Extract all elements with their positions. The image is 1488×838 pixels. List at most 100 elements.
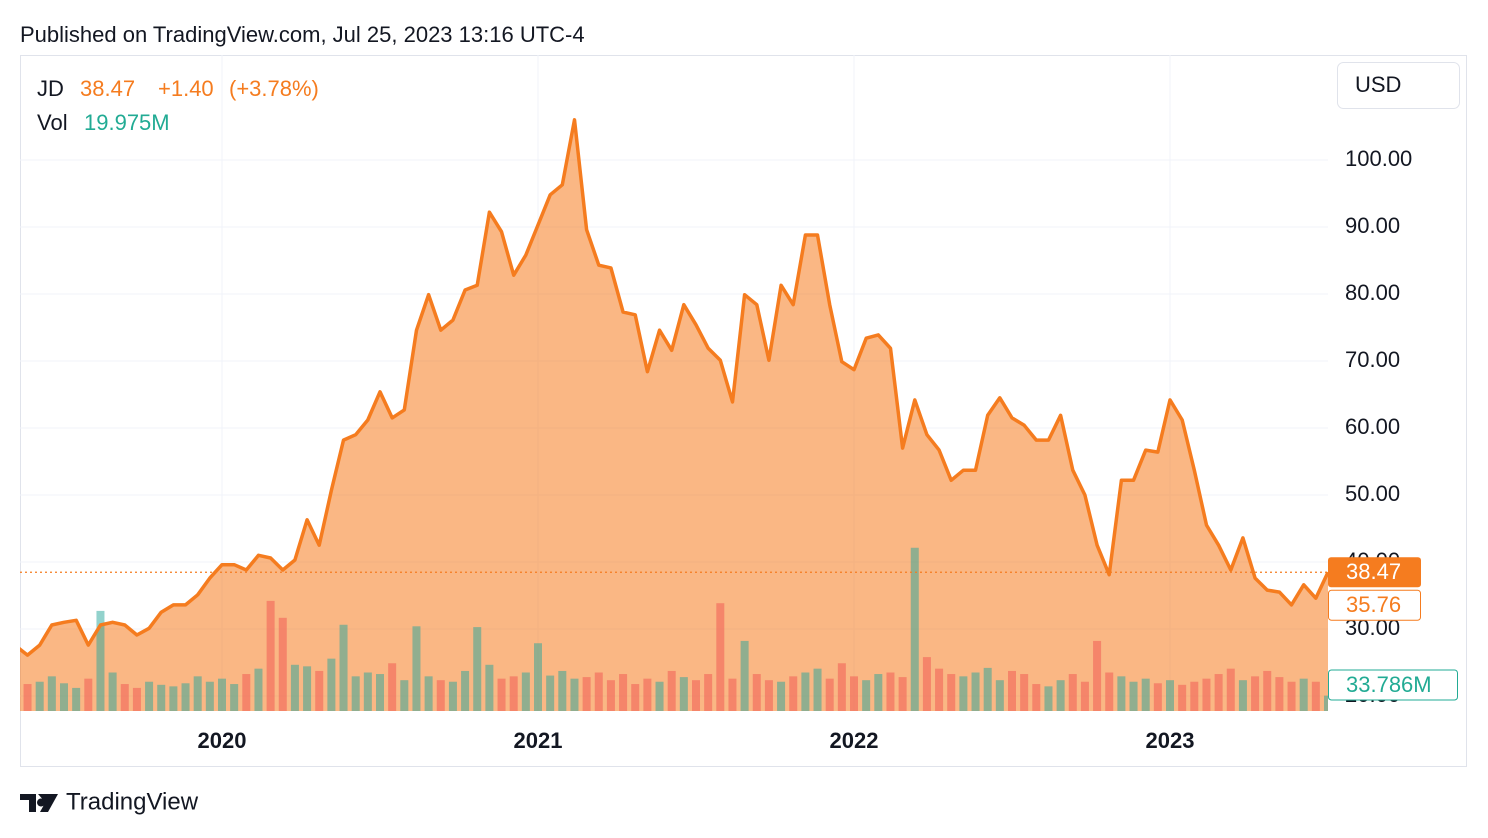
reference-price-box [1328, 589, 1421, 621]
volume-bar [1275, 677, 1284, 711]
volume-bar [11, 680, 19, 711]
volume-bar [1080, 681, 1089, 711]
legend-symbol: JD [37, 76, 64, 101]
volume-bar [1141, 678, 1150, 711]
volume-bar [679, 677, 688, 711]
volume-bar [254, 668, 263, 711]
volume-bar [534, 643, 542, 711]
legend-change: +1.40 [158, 76, 214, 101]
volume-bar [752, 674, 761, 711]
volume-bar [485, 664, 494, 711]
volume-bar [922, 657, 931, 711]
volume-bar [60, 683, 68, 711]
volume-bar [728, 678, 737, 711]
volume-bar [825, 678, 834, 711]
brand-logo [20, 794, 58, 812]
volume-bar [278, 617, 287, 711]
volume-bar [339, 624, 348, 711]
volume-bar [546, 675, 555, 711]
x-tick-label: 2023 [1146, 728, 1195, 753]
volume-bar [606, 680, 615, 711]
volume-bar [509, 676, 518, 711]
volume-bar [740, 640, 749, 711]
volume-bar [813, 668, 822, 711]
volume-bar [971, 672, 980, 711]
volume-bar [801, 672, 810, 711]
volume-bar [1214, 674, 1223, 711]
volume-bar [862, 680, 871, 711]
volume-average-label: 33.786M [1346, 672, 1432, 697]
volume-bar [1251, 676, 1260, 711]
volume-bar [303, 666, 312, 711]
volume-bar [582, 677, 591, 711]
volume-bar [1178, 684, 1187, 711]
volume-bar [1056, 680, 1065, 711]
volume-bar [935, 668, 944, 711]
volume-bar [388, 663, 397, 711]
volume-average-box [1328, 669, 1458, 701]
y-tick-label: 90.00 [1345, 213, 1400, 238]
volume-bar [837, 663, 846, 711]
volume-bar [327, 658, 336, 711]
volume-bar [84, 678, 93, 711]
volume-bar [886, 672, 895, 711]
legend-volume-title: Vol [37, 110, 68, 135]
volume-bar [1190, 681, 1199, 711]
volume-bar [1299, 678, 1308, 711]
volume-bar [424, 676, 433, 711]
legend-change-percent: (+3.78%) [229, 76, 319, 101]
volume-bar [1263, 670, 1272, 711]
volume-bar [704, 674, 713, 711]
volume-bar [983, 667, 992, 711]
volume-bar [266, 600, 275, 711]
price-line [20, 118, 1328, 657]
volume-bar [376, 674, 384, 711]
volume-bar [521, 672, 530, 711]
volume-bar [1238, 680, 1247, 711]
volume-bar [132, 687, 141, 711]
volume-bar [218, 678, 226, 711]
volume-bar [145, 681, 154, 711]
volume-bar [777, 681, 786, 711]
volume-bar [497, 678, 506, 711]
volume-bar [1093, 640, 1102, 711]
volume-bar [874, 674, 883, 711]
volume-bar [108, 672, 117, 711]
volume-bar [351, 676, 360, 711]
volume-bar [412, 626, 421, 711]
volume-bar [1020, 674, 1029, 711]
volume-bar [23, 684, 32, 711]
volume-bar [643, 678, 652, 711]
currency-label[interactable]: USD [1355, 72, 1401, 97]
volume-bar [594, 672, 603, 711]
volume-bar [1324, 695, 1328, 711]
volume-bar [570, 678, 579, 711]
volume-bar [436, 680, 445, 711]
volume-bar [35, 681, 44, 711]
x-tick-label: 2020 [198, 728, 247, 753]
y-tick-label: 100.00 [1345, 146, 1412, 171]
volume-bar [363, 672, 372, 711]
plot-area [11, 118, 1328, 711]
volume-bar [400, 680, 409, 711]
volume-bar [1044, 686, 1053, 711]
volume-bar [242, 674, 251, 711]
volume-bar [764, 680, 773, 711]
volume-bar [169, 686, 178, 711]
volume-bar [655, 681, 664, 711]
volume-bar [290, 664, 299, 711]
volume-bar [995, 680, 1004, 711]
volume-bar [667, 670, 676, 711]
volume-bar [1105, 672, 1114, 711]
currency-button[interactable] [1337, 62, 1460, 109]
volume-bar [473, 627, 482, 711]
volume-bar [1153, 683, 1162, 711]
volume-bar [1202, 678, 1211, 711]
brand-name: TradingView [66, 788, 199, 815]
volume-bar [910, 547, 919, 711]
volume-bar [1166, 680, 1174, 711]
volume-bar [461, 670, 470, 711]
chart-frame [20, 55, 1467, 767]
volume-bar [96, 610, 105, 711]
